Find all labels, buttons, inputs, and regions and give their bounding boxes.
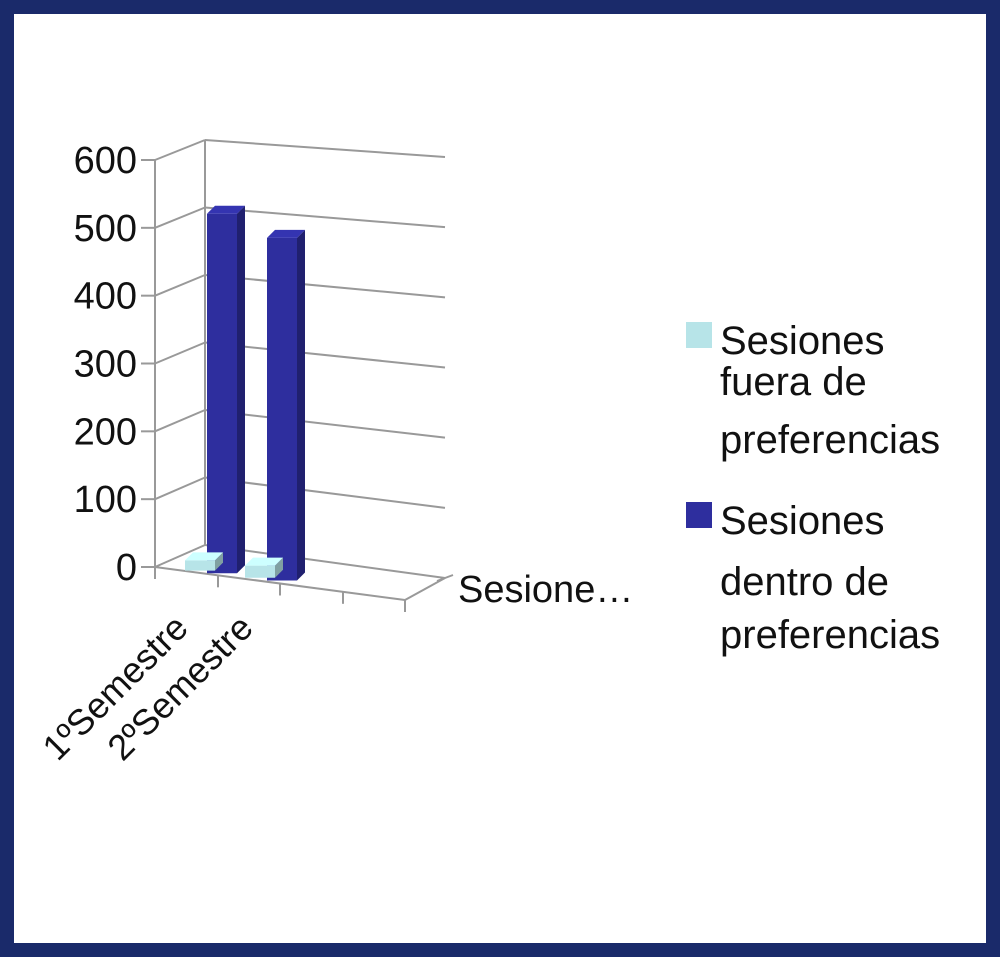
bar-side xyxy=(215,552,223,571)
gridline-side xyxy=(154,139,206,161)
gridline-side xyxy=(154,409,206,433)
bar-side xyxy=(237,205,245,574)
bar-side xyxy=(297,229,305,581)
gridline-side xyxy=(154,341,206,365)
legend-entry-text: fuera de xyxy=(720,360,867,404)
legend-entry-text: Sesiones xyxy=(720,319,885,363)
y-tick-label: 500 xyxy=(74,208,137,250)
legend-entry-text: dentro de xyxy=(720,560,889,604)
gridline-side xyxy=(154,274,206,297)
bar-top xyxy=(245,557,283,566)
depth-axis-label: Sesione… xyxy=(458,569,633,611)
y-tick-label: 400 xyxy=(74,276,137,318)
y-tick-label: 600 xyxy=(74,140,137,182)
bars xyxy=(185,205,305,581)
gridline-side xyxy=(154,476,206,501)
legend-swatch xyxy=(686,322,712,348)
bar-front xyxy=(267,237,297,581)
gridline-side xyxy=(154,544,206,568)
bar-front xyxy=(207,213,237,574)
bar-front xyxy=(245,565,275,578)
bar-side xyxy=(275,557,283,578)
y-tick-label: 0 xyxy=(116,547,137,589)
axis-labels: 01002003004005006001ºSemestre2ºSemestreS… xyxy=(34,140,633,768)
y-tick-label: 300 xyxy=(74,344,137,386)
y-tick-label: 200 xyxy=(74,411,137,453)
bar-top xyxy=(185,552,223,561)
legend-entry-text: preferencias xyxy=(720,418,940,462)
gridline-back xyxy=(204,139,446,158)
bar-top xyxy=(207,205,245,214)
bar-front xyxy=(185,560,215,571)
depth-tick-mark xyxy=(436,574,454,582)
gridline-side xyxy=(154,206,206,229)
depth-axis-line xyxy=(404,577,446,601)
legend-swatch xyxy=(686,502,712,528)
bar-top xyxy=(267,229,305,238)
legend-entry-text: Sesiones xyxy=(720,499,885,543)
legend-entry-text: preferencias xyxy=(720,613,940,657)
axes xyxy=(141,140,454,612)
y-tick-label: 100 xyxy=(74,479,137,521)
